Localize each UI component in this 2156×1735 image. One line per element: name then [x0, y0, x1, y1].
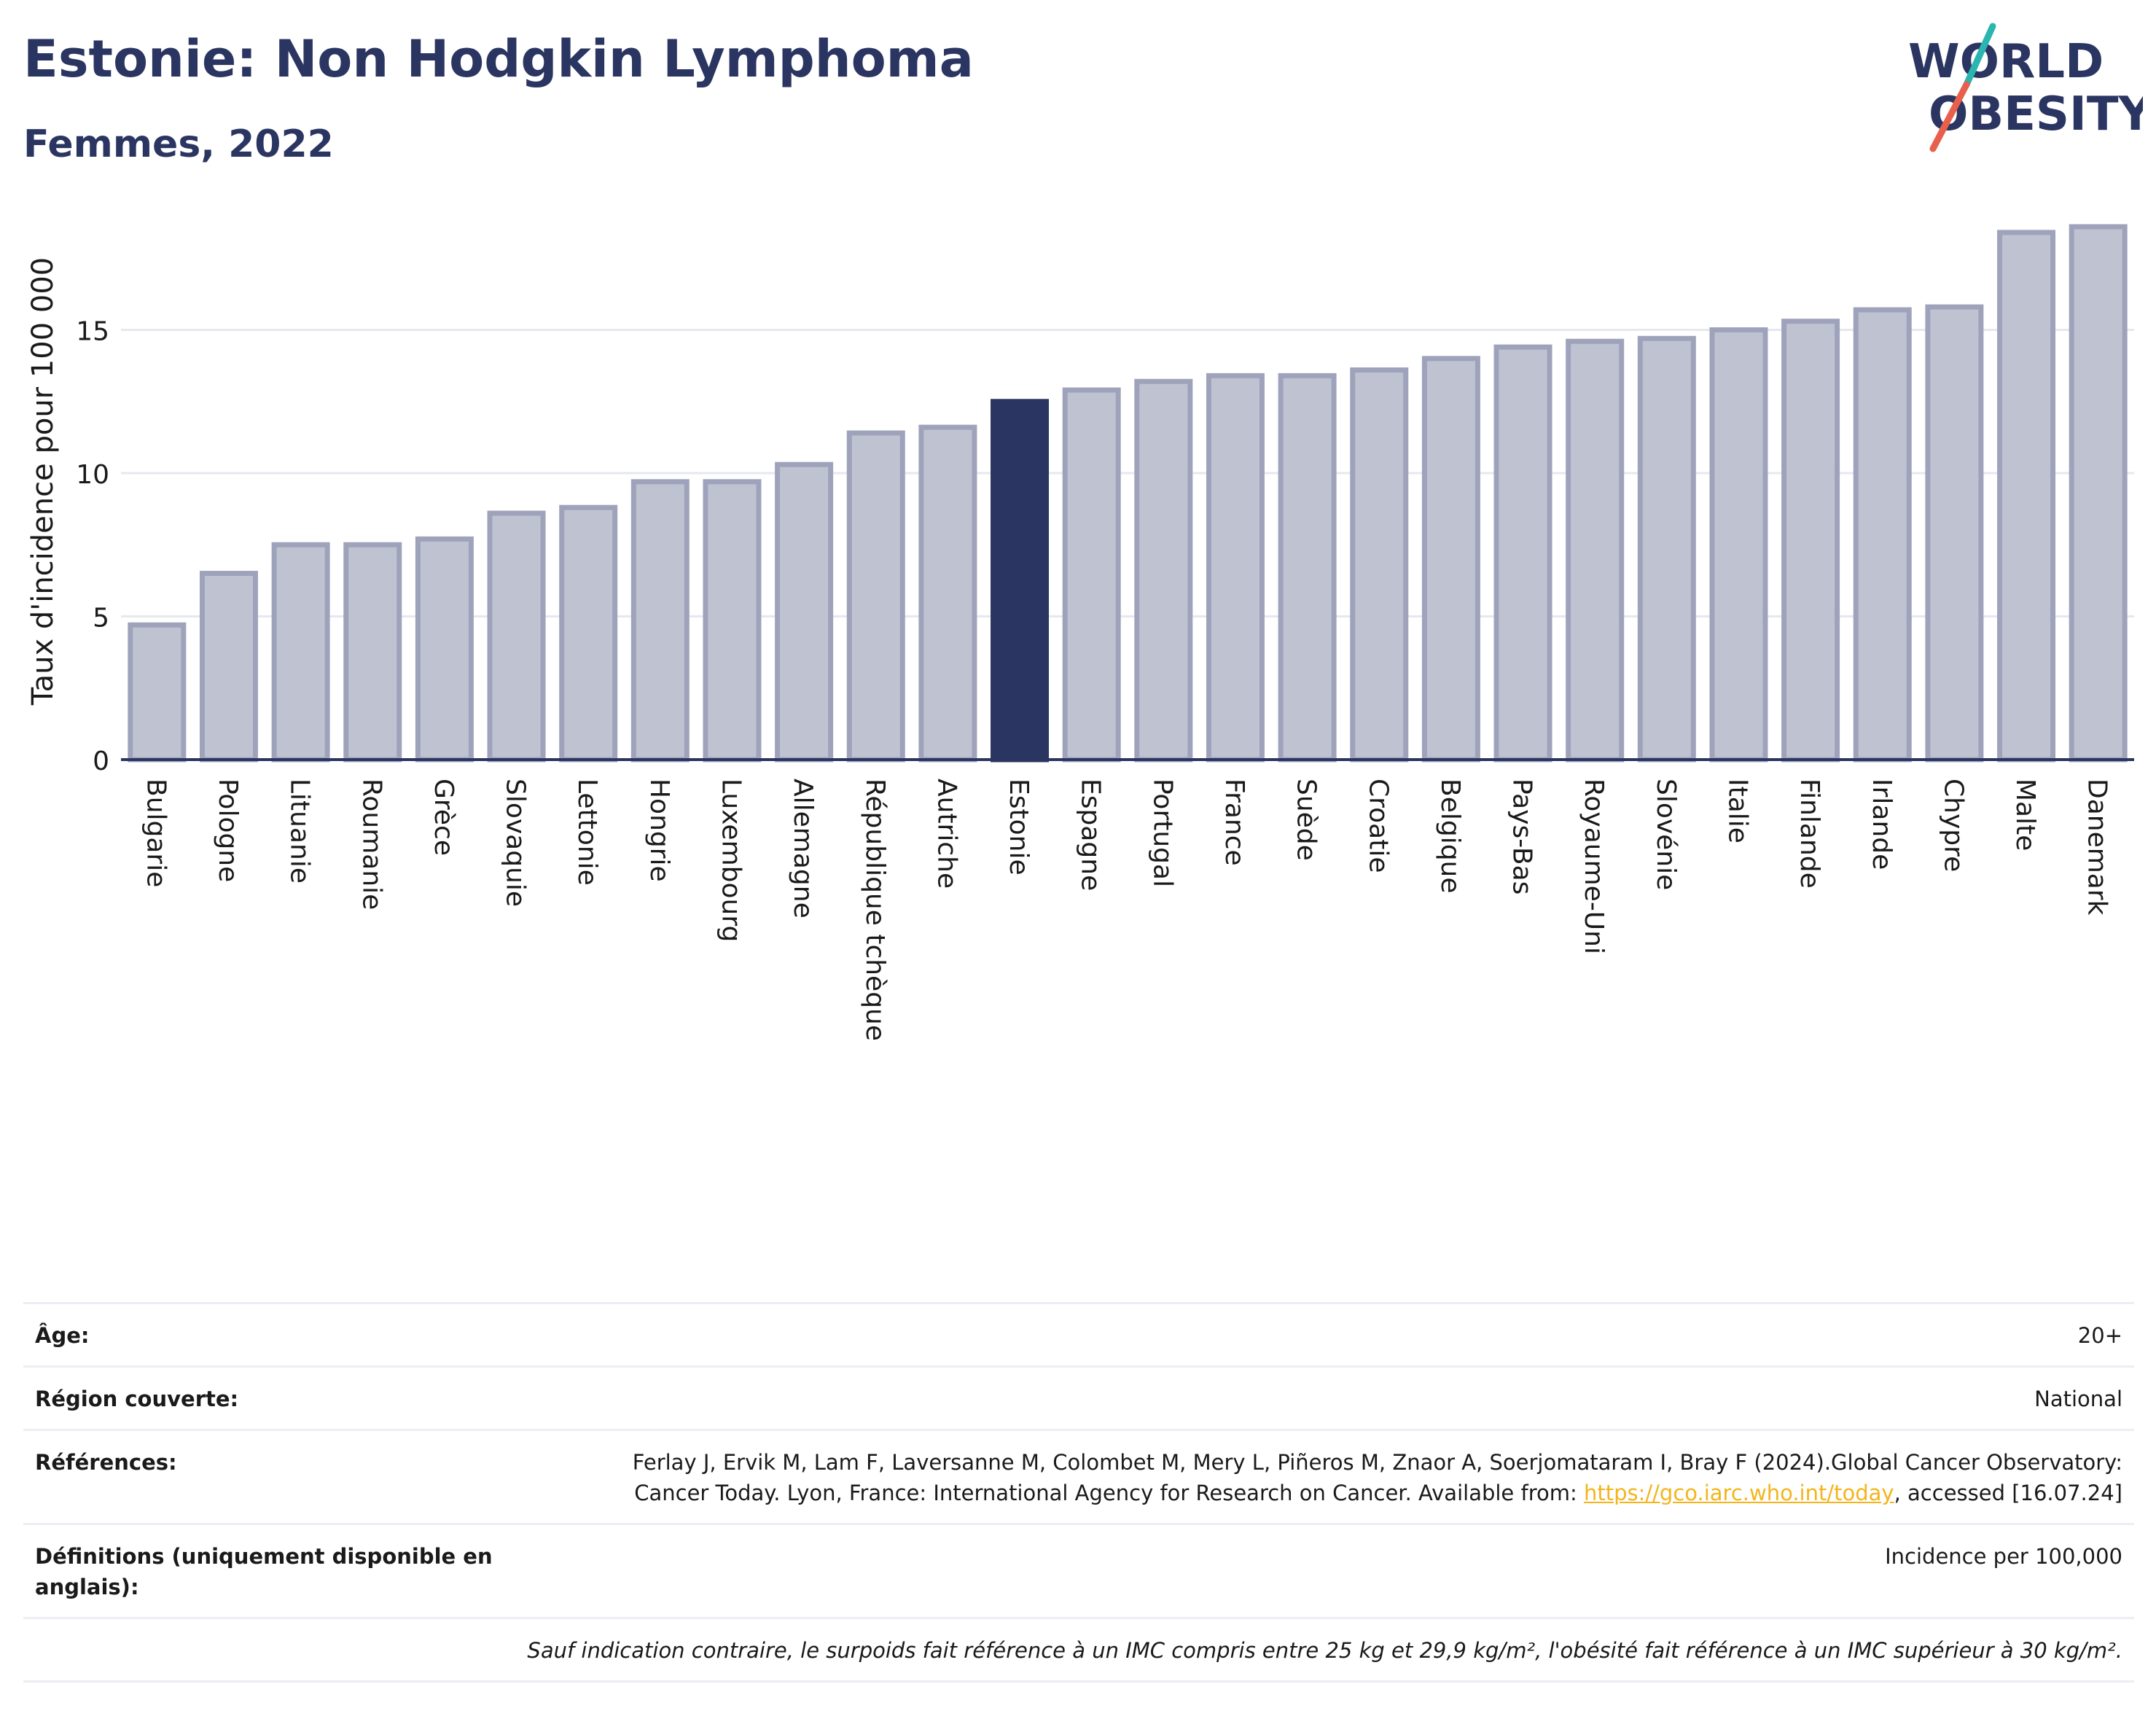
bar-portugal — [1134, 378, 1193, 763]
x-tick-label: Royaume-Uni — [1579, 779, 1609, 954]
meta-row-definitions: Définitions (uniquement disponible en an… — [23, 1523, 2134, 1617]
bar-pays-bas — [1493, 344, 1552, 763]
bar-chypre — [1925, 304, 1984, 763]
definitions-label: Définitions (uniquement disponible en an… — [35, 1544, 493, 1599]
x-tick-label: Estonie — [1004, 779, 1034, 876]
region-value: National — [2034, 1387, 2122, 1411]
x-tick-label: Lituanie — [285, 779, 315, 884]
logo-line2: OBESITY — [1929, 87, 2143, 141]
bar-estonie — [991, 399, 1050, 763]
bar-bulgarie — [128, 622, 187, 763]
references-text: Ferlay J, Ervik M, Lam F, Laversanne M, … — [632, 1450, 2122, 1505]
x-tick-label: Malte — [2010, 779, 2040, 851]
bar-royaume-uni — [1566, 338, 1625, 763]
x-tick-label: Italie — [1722, 779, 1752, 843]
world-obesity-logo: WORLD OBESITY — [1895, 20, 2152, 159]
age-label: Âge: — [35, 1323, 90, 1348]
bar-italie — [1709, 327, 1768, 763]
bar-slovaquie — [487, 510, 546, 763]
bar-danemark — [2069, 224, 2128, 763]
meta-row-age: Âge: 20+ — [23, 1302, 2134, 1365]
logo-line1: WORLD — [1908, 35, 2104, 89]
x-tick-label: Slovaquie — [501, 779, 531, 907]
bar-france — [1206, 373, 1265, 763]
bar-lettonie — [559, 504, 618, 763]
bar-finlande — [1781, 319, 1840, 763]
x-tick-label: République tchèque — [860, 779, 890, 1041]
bar-république-tchèque — [846, 430, 905, 763]
bar-malte — [1997, 230, 2056, 763]
bar-croatie — [1350, 367, 1409, 763]
meta-row-note: Sauf indication contraire, le surpoids f… — [23, 1617, 2134, 1683]
x-tick-label: Irlande — [1867, 779, 1897, 870]
references-value: Ferlay J, Ervik M, Lam F, Laversanne M, … — [555, 1447, 2122, 1508]
x-tick-label: Hongrie — [644, 779, 674, 882]
bar-autriche — [918, 424, 977, 763]
x-tick-label: Bulgarie — [141, 779, 171, 887]
x-tick-label: France — [1219, 779, 1249, 866]
region-label: Région couverte: — [35, 1387, 239, 1411]
x-tick-label: Chypre — [1938, 779, 1968, 872]
x-tick-label: Roumanie — [356, 779, 386, 910]
bar-hongrie — [630, 479, 690, 763]
x-tick-label: Grèce — [429, 779, 458, 856]
page-title: Estonie: Non Hodgkin Lymphoma — [23, 29, 974, 89]
bar-pologne — [199, 571, 258, 763]
bar-belgique — [1421, 356, 1480, 763]
axis-layer: 0 5 10 15 Bulgarie Pologne Lituanie Roumanie Grè… — [76, 317, 2134, 1041]
bar-grèce — [415, 536, 474, 763]
gco-link[interactable]: https://gco.iarc.who.int/today — [1583, 1481, 1894, 1505]
x-tick-label: Belgique — [1435, 779, 1465, 894]
bar-espagne — [1062, 387, 1121, 763]
references-label: Références: — [35, 1450, 177, 1475]
x-tick-label: Pays-Bas — [1507, 779, 1537, 894]
x-tick-label: Danemark — [2082, 779, 2112, 916]
bar-allemagne — [775, 461, 834, 763]
bar-lituanie — [271, 542, 330, 763]
meta-row-references: Références: Ferlay J, Ervik M, Lam F, La… — [23, 1429, 2134, 1523]
x-tick-label: Pologne — [213, 779, 243, 882]
bar-roumanie — [343, 542, 402, 763]
references-accessed: , accessed [16.07.24] — [1894, 1481, 2122, 1505]
x-tick-label: Espagne — [1076, 779, 1106, 891]
chart-svg: 0 5 10 15 Bulgarie Pologne Lituanie Roumanie Grè… — [26, 224, 2134, 1041]
x-tick-label: Finlande — [1794, 779, 1824, 889]
x-tick-label: Suède — [1292, 779, 1321, 861]
x-tick-label: Allemagne — [788, 779, 818, 919]
x-tick-label: Croatie — [1363, 779, 1393, 873]
definitions-value: Incidence per 100,000 — [1885, 1544, 2122, 1569]
bar-luxembourg — [703, 479, 762, 763]
x-tick-label: Autriche — [931, 779, 961, 889]
logo-slash-teal — [1963, 23, 1996, 88]
y-axis-label: Taux d'incidence pour 100 000 — [26, 257, 60, 706]
page-subtitle: Femmes, 2022 — [23, 122, 334, 166]
logo-slash-red — [1929, 81, 1970, 152]
incidence-bar-chart: 0 5 10 15 Bulgarie Pologne Lituanie Roumanie Grè… — [0, 168, 2156, 1079]
x-tick-label: Slovénie — [1651, 779, 1681, 890]
y-tick-label: 5 — [93, 604, 109, 633]
bmi-note: Sauf indication contraire, le surpoids f… — [527, 1638, 2122, 1663]
metadata-table: Âge: 20+ Région couverte: National Référ… — [23, 1302, 2134, 1683]
bar-irlande — [1853, 307, 1912, 763]
bar-slovénie — [1637, 335, 1696, 763]
y-tick-label: 10 — [76, 460, 109, 490]
y-tick-label: 15 — [76, 317, 109, 347]
bar-suède — [1278, 373, 1337, 763]
x-tick-label: Portugal — [1147, 779, 1177, 887]
x-tick-label: Luxembourg — [716, 779, 746, 942]
bar-layer — [128, 224, 2128, 763]
meta-row-region: Région couverte: National — [23, 1365, 2134, 1429]
x-tick-label: Lettonie — [572, 779, 602, 886]
age-value: 20+ — [2077, 1323, 2122, 1348]
y-tick-label: 0 — [93, 746, 109, 776]
